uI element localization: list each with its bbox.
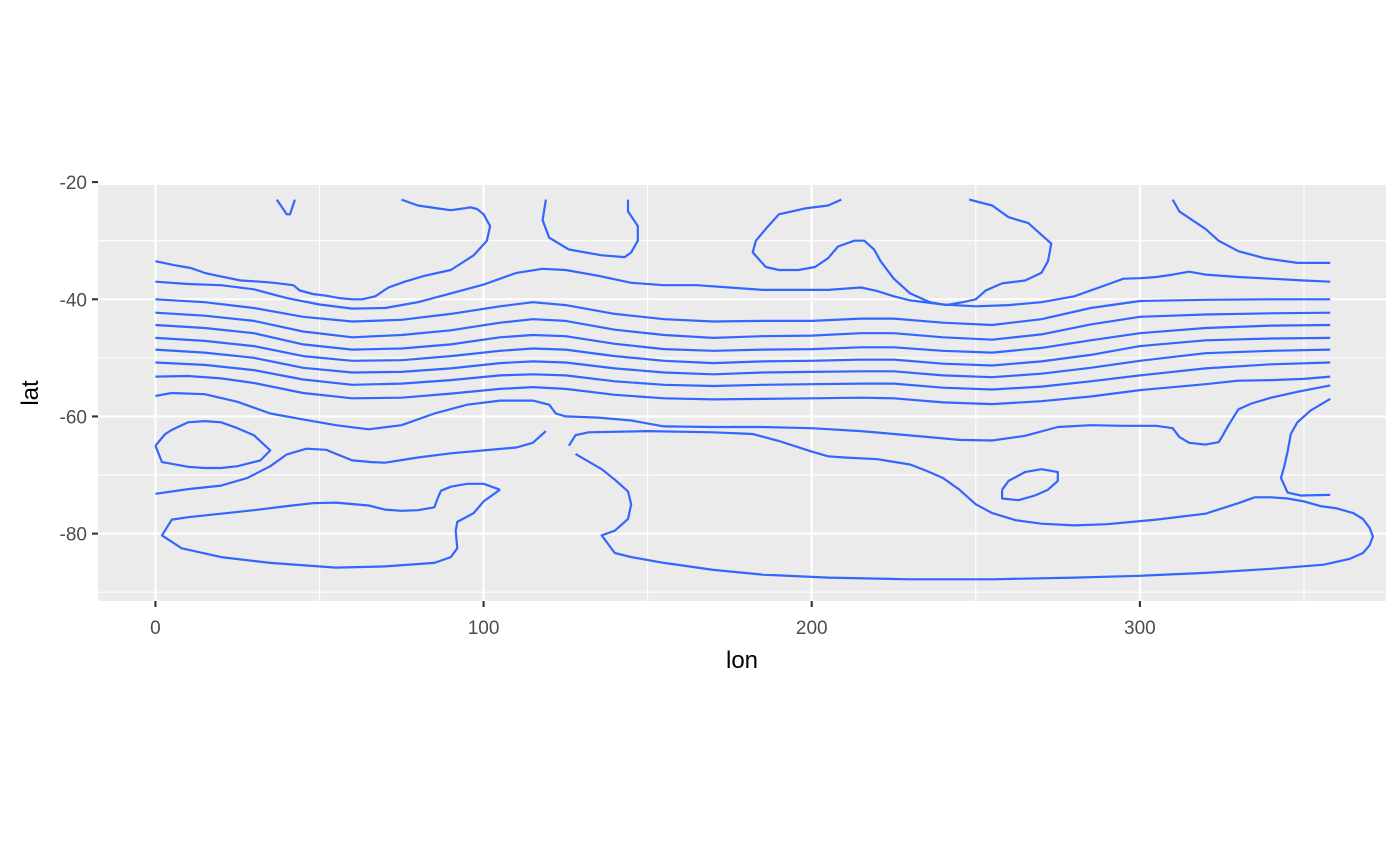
x-tick-label: 200: [796, 618, 828, 639]
contour-line-14: [155, 384, 1331, 446]
contour-line-12: [155, 361, 1331, 391]
contour-line-15: [155, 430, 547, 495]
x-axis: 0 100 200 300: [150, 601, 1156, 639]
y-tick-label: -60: [60, 407, 87, 428]
contour-line-4: [751, 198, 1053, 307]
contour-line-10: [155, 336, 1331, 367]
contour-line-17: [160, 482, 501, 569]
y-tick-label: -80: [60, 525, 87, 546]
contour-line-16: [567, 430, 1374, 581]
contour-line-19: [1001, 468, 1059, 502]
x-tick-label: 0: [150, 618, 161, 639]
contour-line-6: [155, 267, 1331, 310]
y-tick-label: -40: [60, 290, 87, 311]
grid-lines: [98, 181, 1386, 601]
contour-line-1: [275, 198, 296, 216]
contour-line-13: [155, 374, 1331, 406]
contour-line-5: [1171, 199, 1331, 264]
contour-lines: [154, 198, 1374, 581]
x-tick-label: 300: [1124, 618, 1156, 639]
contour-line-20: [1279, 397, 1331, 497]
y-axis-title: lat: [17, 380, 44, 406]
contour-line-11: [155, 348, 1331, 379]
x-tick-label: 100: [468, 618, 500, 639]
contour-line-7: [155, 298, 1331, 327]
contour-line-3: [541, 199, 639, 259]
contour-line-8: [155, 311, 1331, 341]
plot-panel: [98, 185, 1386, 601]
y-tick-label: -20: [60, 173, 87, 194]
y-axis: -80 -60 -40 -20: [60, 173, 98, 546]
contour-line-18: [154, 420, 272, 470]
contour-line-2: [155, 198, 492, 301]
contour-line-9: [155, 323, 1331, 354]
x-axis-title: lon: [726, 647, 758, 674]
